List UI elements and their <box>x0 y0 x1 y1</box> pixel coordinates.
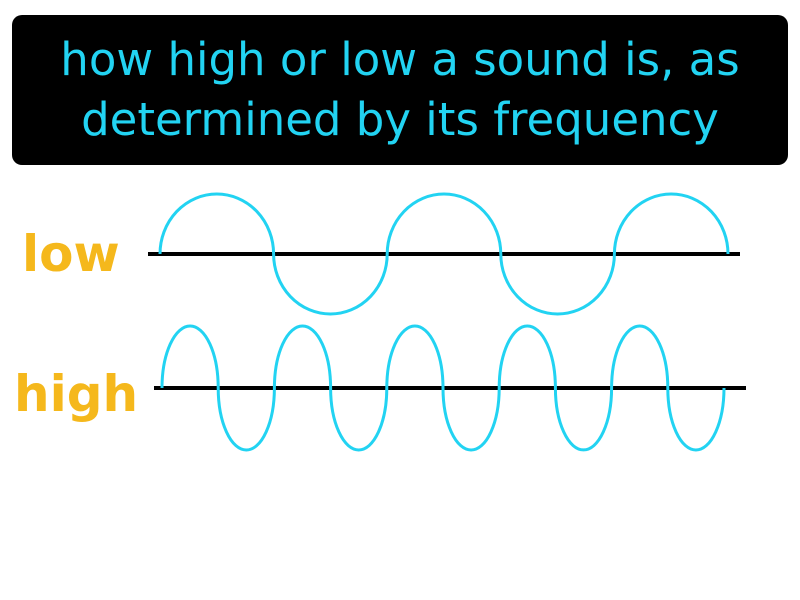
definition-box: how high or low a sound is, as determine… <box>12 15 788 165</box>
low-wave-label: low <box>22 225 120 283</box>
low-frequency-wave <box>158 192 730 316</box>
high-frequency-wave <box>160 324 726 452</box>
definition-line-2: determined by its frequency <box>81 93 719 146</box>
definition-line-1: how high or low a sound is, as <box>60 33 740 86</box>
high-wave-label: high <box>14 365 139 423</box>
